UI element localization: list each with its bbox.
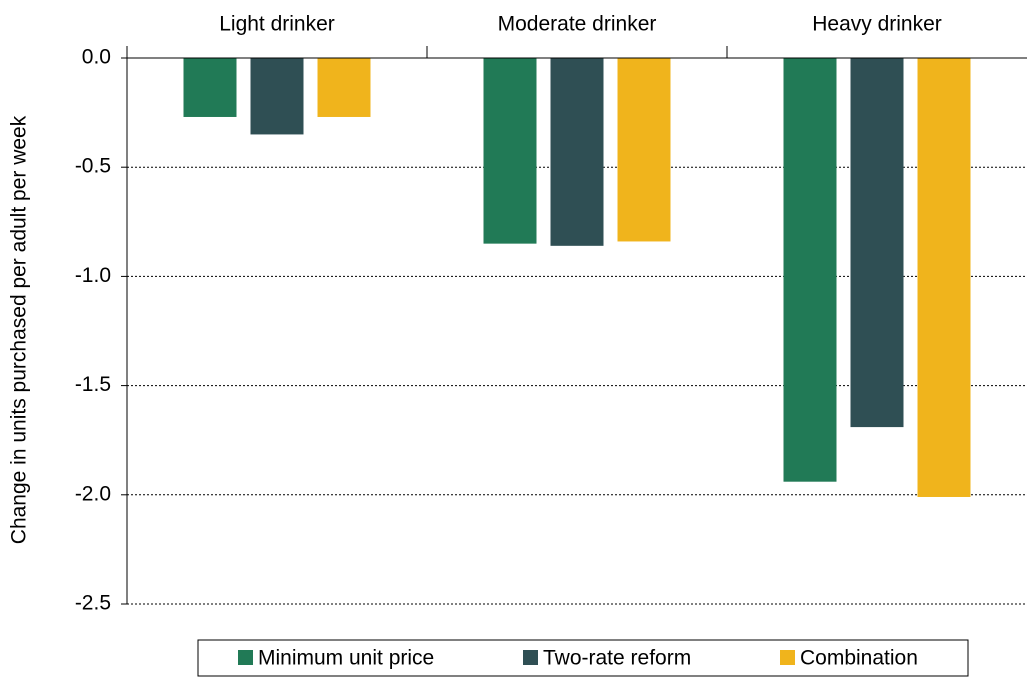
legend-swatch <box>780 650 795 665</box>
bar <box>917 58 971 497</box>
legend-label: Combination <box>800 647 918 670</box>
category-label: Heavy drinker <box>812 13 942 36</box>
y-axis-label: Change in units purchased per adult per … <box>8 115 31 544</box>
bar <box>183 58 237 117</box>
legend-label: Minimum unit price <box>258 647 434 670</box>
y-tick-label: -2.0 <box>75 482 111 505</box>
legend-swatch <box>238 650 253 665</box>
bar <box>850 58 904 428</box>
legend-label: Two-rate reform <box>543 647 691 670</box>
legend-swatch <box>523 650 538 665</box>
category-label: Moderate drinker <box>498 13 657 36</box>
y-tick-label: -0.5 <box>75 155 111 178</box>
category-label: Light drinker <box>219 13 335 36</box>
bar <box>783 58 837 482</box>
y-tick-label: -1.5 <box>75 373 111 396</box>
y-tick-label: 0.0 <box>82 46 111 69</box>
bar <box>317 58 371 117</box>
bar <box>483 58 537 244</box>
bar <box>550 58 604 246</box>
y-tick-label: -2.5 <box>75 592 111 615</box>
legend-box <box>197 639 969 677</box>
bar <box>617 58 671 242</box>
bar <box>250 58 304 135</box>
y-tick-label: -1.0 <box>75 264 111 287</box>
